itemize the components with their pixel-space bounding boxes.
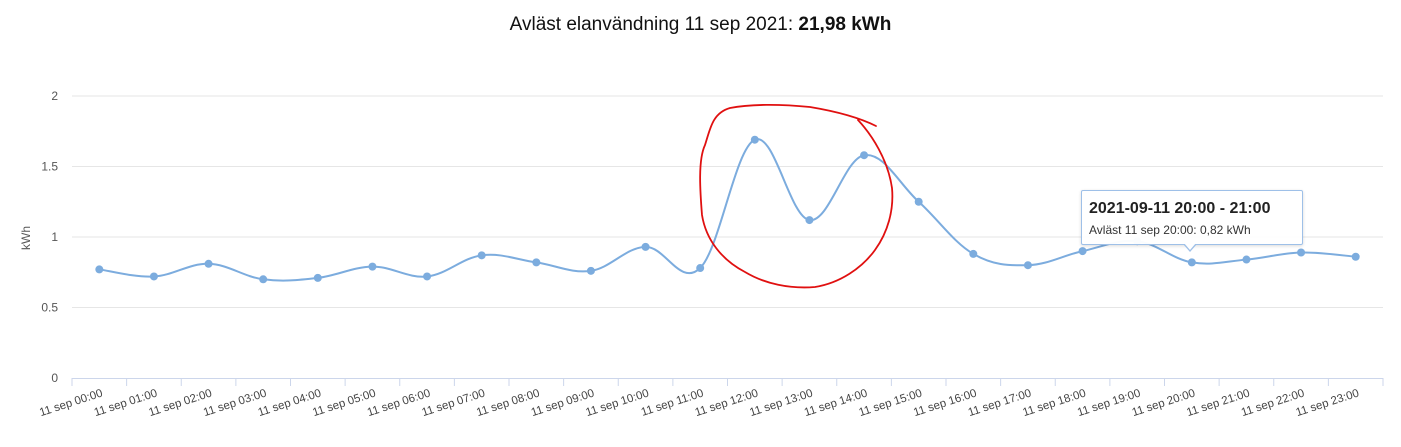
chart-title: Avläst elanvändning 11 sep 2021: 21,98 k…	[0, 14, 1401, 36]
x-tick-label: 11 sep 10:00	[584, 387, 650, 419]
y-tick-label: 1	[51, 230, 58, 244]
tooltip-arrow-inner	[1184, 243, 1196, 250]
tooltip-body: Avläst 11 sep 20:00: 0,82 kWh	[1089, 223, 1251, 237]
data-point	[149, 272, 158, 281]
y-tick-label: 0	[51, 371, 58, 385]
data-point	[368, 262, 377, 271]
chart-tooltip: 2021-09-11 20:00 - 21:00 Avläst 11 sep 2…	[1081, 190, 1303, 245]
data-point	[313, 273, 322, 282]
data-point	[586, 266, 595, 275]
data-point	[860, 151, 869, 160]
data-point	[204, 259, 213, 268]
chart-title-value: 21,98 kWh	[798, 14, 892, 35]
data-point	[477, 251, 486, 260]
y-tick-label: 2	[51, 89, 58, 103]
y-axis-label: kWh	[19, 226, 33, 250]
data-point	[750, 135, 759, 144]
x-tick-label: 11 sep 23:00	[1294, 387, 1360, 419]
data-point	[696, 264, 705, 273]
data-point	[1023, 261, 1032, 270]
data-point	[423, 272, 432, 281]
data-point	[1078, 247, 1087, 256]
data-point	[1242, 255, 1251, 264]
data-point	[805, 216, 814, 225]
data-point	[1187, 258, 1196, 267]
data-point	[641, 242, 650, 251]
annotation-circle	[699, 103, 894, 289]
tooltip-header: 2021-09-11 20:00 - 21:00	[1089, 200, 1271, 217]
y-tick-label: 0.5	[41, 301, 58, 315]
data-point	[1351, 252, 1360, 261]
y-tick-label: 1.5	[41, 160, 58, 174]
chart-title-prefix: Avläst elanvändning 11 sep 2021:	[509, 14, 799, 35]
data-point	[1297, 248, 1306, 257]
data-point	[969, 249, 978, 258]
data-point	[532, 258, 541, 267]
data-point	[259, 275, 268, 284]
data-point	[914, 197, 923, 206]
data-point	[95, 265, 104, 274]
